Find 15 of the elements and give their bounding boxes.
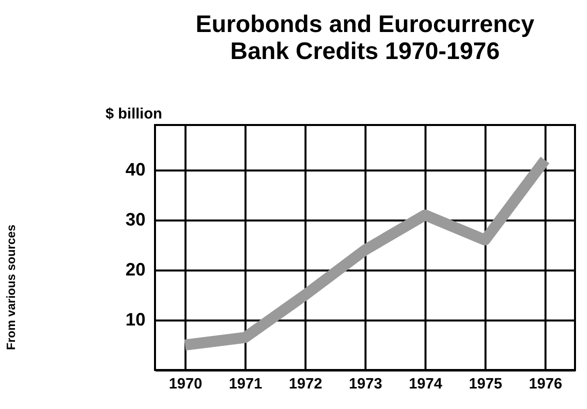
y-tick-label: 10 (125, 310, 146, 330)
text: Bank Credits 1970-1976 (230, 38, 500, 65)
x-tick-label: 1970 (168, 376, 202, 392)
y-tick-label: 30 (125, 210, 146, 230)
x-tick-label: 1974 (408, 376, 443, 392)
x-tick-label: 1976 (528, 376, 562, 392)
x-tick-label: 1973 (348, 376, 382, 392)
text: From various sources (4, 224, 18, 350)
x-tick-label: 1972 (288, 376, 322, 392)
x-tick-label: 1975 (468, 376, 502, 392)
y-tick-label: 40 (125, 160, 146, 180)
text: Eurobonds and Eurocurrency (196, 11, 534, 38)
y-axis-title: $ billion (106, 106, 162, 122)
y-tick-label: 20 (125, 260, 146, 280)
x-tick-label: 1971 (228, 376, 262, 392)
